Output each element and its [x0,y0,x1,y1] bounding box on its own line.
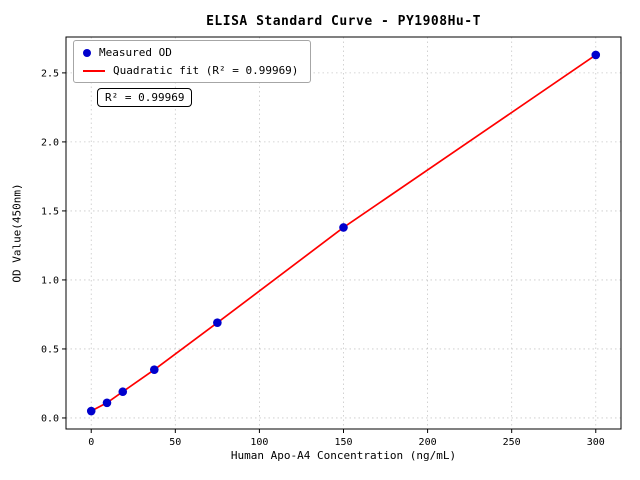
data-point [339,223,348,232]
y-tick-label: 0.0 [41,413,59,424]
data-point [149,365,159,374]
x-tick-label: 250 [503,437,521,448]
y-tick-label: 2.0 [41,137,59,148]
data-point [591,50,601,60]
line-marker-icon [83,69,105,72]
y-tick-label: 2.5 [41,68,59,79]
legend-item-measured-od: Measured OD [83,46,298,59]
legend-label-quadratic-fit: Quadratic fit (R² = 0.99969) [113,64,299,77]
data-point [102,398,112,408]
data-point [86,406,96,416]
x-tick-label: 200 [419,437,437,448]
x-tick-label: 300 [587,437,605,448]
legend: Measured OD Quadratic fit (R² = 0.99969) [73,40,312,83]
legend-item-quadratic-fit: Quadratic fit (R² = 0.99969) [83,64,298,77]
data-point [118,387,128,397]
scatter-marker-icon [83,48,91,57]
x-tick-label: 50 [169,437,181,448]
data-point [213,318,222,328]
y-tick-label: 1.0 [41,275,59,286]
y-tick-label: 1.5 [41,206,59,217]
y-axis-label: OD Value(450nm) [10,183,24,283]
chart-title: ELISA Standard Curve - PY1908Hu-T [206,14,481,29]
x-tick-label: 100 [250,437,268,448]
x-tick-label: 0 [88,437,94,448]
legend-label-measured-od: Measured OD [99,46,172,59]
r-squared-annotation: R² = 0.99969 [97,88,193,107]
y-tick-label: 0.5 [41,344,59,355]
x-axis-label: Human Apo-A4 Concentration (ng/mL) [230,449,457,462]
x-tick-label: 150 [334,437,352,448]
